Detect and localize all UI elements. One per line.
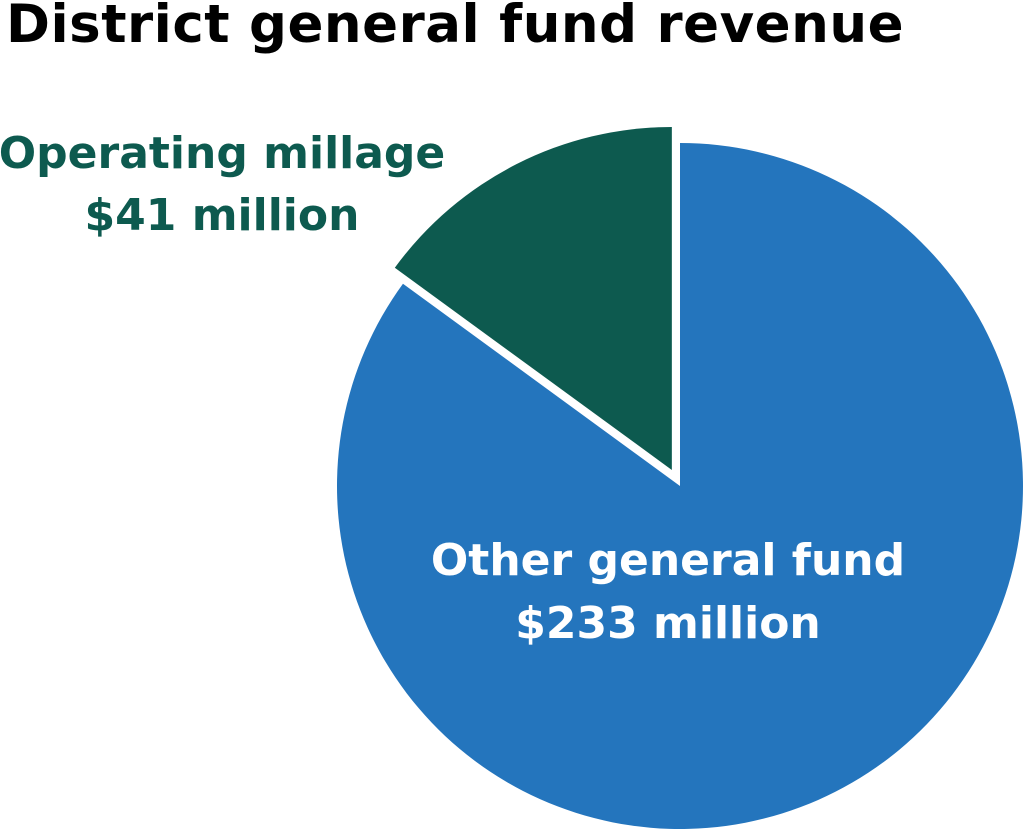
slice-value-label: $41 million: [85, 190, 360, 241]
pie-slices: [337, 126, 1023, 830]
pie-labels: Operating millage $41 million Other genera…: [0, 128, 905, 649]
slice-label: Other general fund: [431, 535, 905, 586]
pie-slice-other-general-fund: [337, 143, 1023, 830]
slice-label: Operating millage: [0, 128, 445, 179]
pie-slice-operating-millage: [394, 126, 672, 470]
chart-title: District general fund revenue: [6, 0, 905, 55]
slice-value-label: $233 million: [515, 598, 821, 649]
